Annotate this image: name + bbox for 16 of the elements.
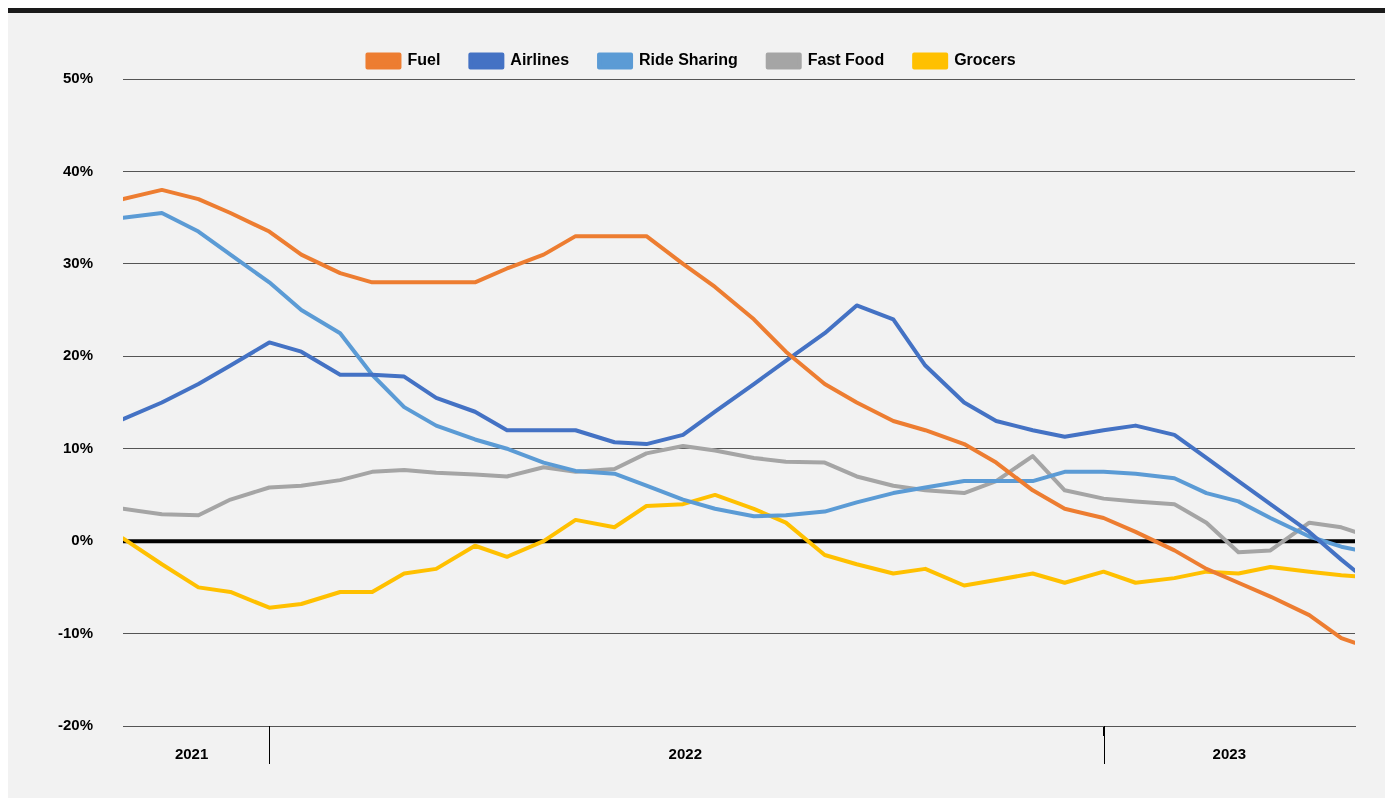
y-tick-label: 0% xyxy=(71,531,94,549)
legend-label: Grocers xyxy=(954,51,1016,69)
y-tick-label: 20% xyxy=(62,346,94,364)
y-tick-label: 40% xyxy=(62,161,94,179)
y-tick-label: 30% xyxy=(62,254,94,271)
legend-label: Airlines xyxy=(510,51,570,69)
x-tick-label: 2023 xyxy=(1212,745,1246,763)
y-tick-label: 10% xyxy=(62,438,94,456)
y-tick-label: -20% xyxy=(57,716,94,734)
x-tick-label: 2022 xyxy=(668,745,702,763)
x-tick-label: 2021 xyxy=(174,745,209,763)
y-tick-label: -10% xyxy=(57,623,94,641)
legend-label: Ride Sharing xyxy=(639,51,738,69)
legend-label: Fuel xyxy=(407,51,441,69)
legend-label: Fast Food xyxy=(807,51,885,69)
y-tick-label: 50% xyxy=(62,69,94,87)
